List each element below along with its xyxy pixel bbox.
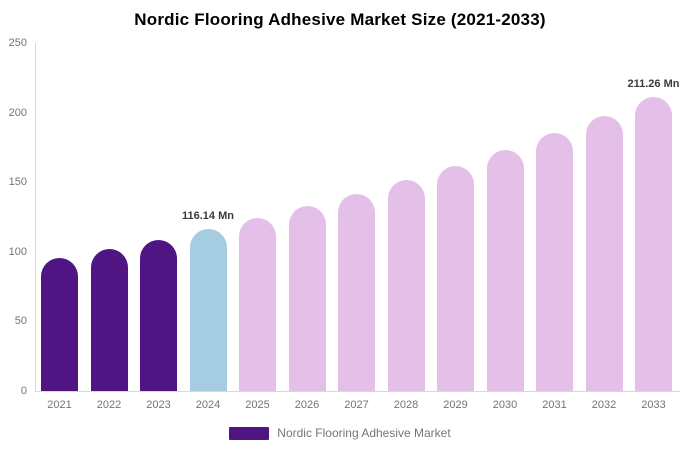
x-tick-label: 2024 [195,399,221,411]
plot-area [35,43,680,392]
x-tick-label: 2028 [393,399,419,411]
bar-2027[interactable] [338,193,375,391]
x-tick-label: 2031 [542,399,567,411]
bar-2029[interactable] [437,165,474,391]
y-tick-label: 50 [14,315,27,328]
x-tick-label: 2023 [146,399,171,411]
x-tick-label: 2021 [47,399,72,411]
y-tick-label: 100 [8,245,27,258]
bar-2032[interactable] [585,115,623,391]
bar-2026[interactable] [288,206,326,391]
bar-2025[interactable] [239,218,276,391]
legend[interactable]: Nordic Flooring Adhesive Market [0,426,680,440]
chart-title: Nordic Flooring Adhesive Market Size (20… [134,10,546,29]
data-label: 116.14 Mn [182,210,234,223]
x-tick-label: 2026 [294,399,320,411]
y-tick-label: 250 [8,37,27,49]
x-tick-label: 2030 [492,399,518,411]
bar-2031[interactable] [536,133,573,391]
x-tick-label: 2032 [591,399,617,411]
legend-label: Nordic Flooring Adhesive Market [277,426,451,440]
bar-2028[interactable] [387,180,425,391]
x-tick-label: 2033 [641,399,666,411]
data-label: 211.26 Mn [627,77,680,90]
x-tick-label: 2029 [443,399,468,411]
x-tick-label: 2022 [96,399,122,411]
x-tick-label: 2027 [344,399,369,411]
bar-2030[interactable] [486,150,524,391]
bar-2023[interactable] [140,239,177,391]
x-tick-label: 2025 [245,399,270,411]
bar-2024[interactable] [189,229,227,391]
y-tick-label: 150 [8,176,27,189]
bar-2021[interactable] [41,258,78,391]
bar-2033[interactable] [635,96,672,391]
y-tick-label: 0 [20,385,27,397]
legend-swatch [229,426,270,440]
bar-2022[interactable] [90,249,128,391]
y-tick-label: 200 [8,106,27,119]
